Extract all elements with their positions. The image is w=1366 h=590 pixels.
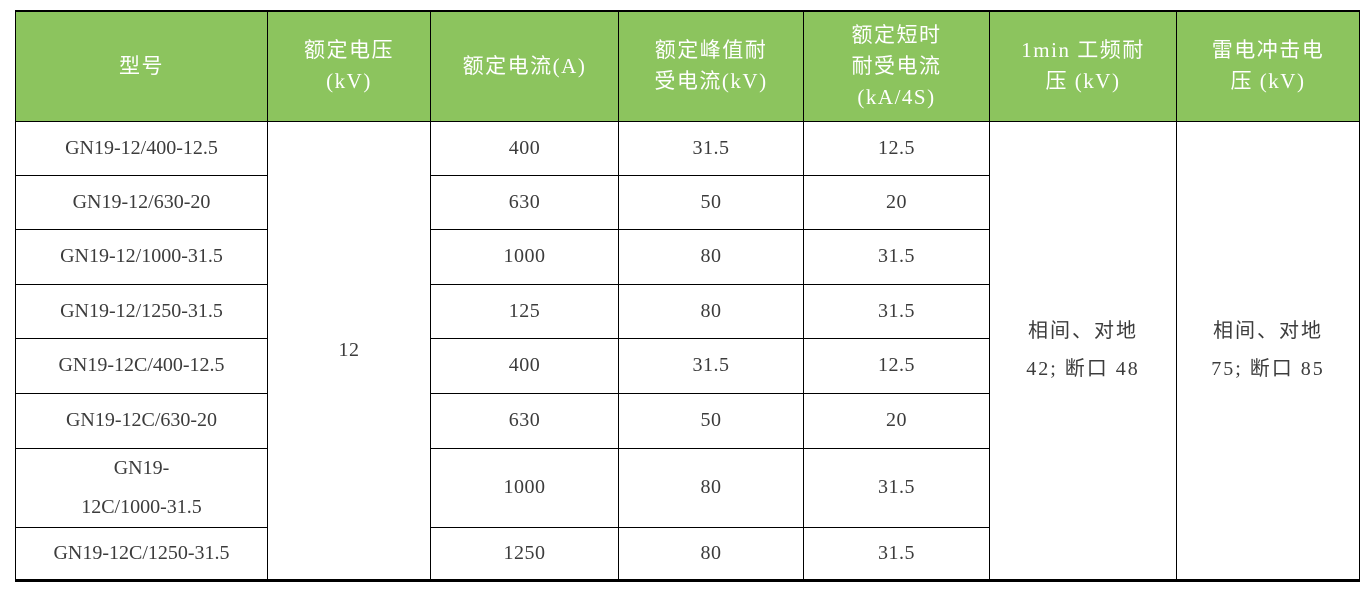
cell-rated-current: 125 [430, 283, 619, 339]
text-line: 额定短时 [851, 22, 942, 47]
text-line: (kV) [326, 69, 372, 94]
table-row: GN19-12/400-12.5 12 400 31.5 12.5 相间、对地 42; 断口… [15, 120, 1360, 581]
table-row: GN19- 12C/1000-31.5 1000 80 31.5 [15, 447, 1360, 528]
header-rated-voltage: 额定电压 (kV) [267, 10, 431, 122]
cell-short-time-withstand-current: 31.5 [803, 228, 990, 285]
text-line: GN19- [113, 456, 170, 479]
text-line: 耐受电流 [851, 53, 942, 78]
text-line: 型号 [119, 53, 164, 78]
cell-model: GN19- 12C/1000-31.5 [15, 447, 268, 528]
text-line: 42; 断口 48 [1026, 358, 1140, 380]
cell-short-time-withstand-current: 12.5 [803, 337, 990, 394]
table-row: GN19-12/1000-31.5 1000 80 31.5 [15, 228, 1360, 285]
cell-model: GN19-12/1250-31.5 [15, 283, 268, 339]
text-line: GN19-12C/630-20 [65, 409, 218, 431]
cell-peak-withstand-current: 31.5 [618, 337, 804, 394]
cell-peak-withstand-current: 31.5 [618, 120, 804, 176]
cell-short-time-withstand-current: 20 [803, 392, 990, 449]
cell-model: GN19-12C/630-20 [15, 392, 268, 449]
spec-table: 型号 额定电压 (kV) 额定电流(A) 额定峰值耐受电流(kV) 额定短时耐受电流 (kA… [15, 10, 1360, 582]
text-line: GN19-12/630-20 [72, 190, 211, 213]
text-line: 相间、对地 [1213, 320, 1323, 342]
cell-short-time-withstand-current: 31.5 [803, 526, 990, 581]
header-power-frequency-withstand-voltage: 1min 工频耐压 (kV) [989, 10, 1177, 122]
text-line: 压 (kV) [1045, 69, 1121, 94]
text-line: 额定峰值耐 [654, 38, 768, 63]
cell-rated-current: 400 [430, 337, 619, 394]
text-line: GN19-12/1250-31.5 [60, 299, 223, 322]
cell-rated-voltage-merged: 12 [267, 120, 431, 581]
cell-model: GN19-12C/400-12.5 [15, 337, 268, 394]
cell-short-time-withstand-current: 12.5 [803, 120, 990, 176]
header-rated-current: 额定电流(A) [430, 10, 619, 122]
cell-short-time-withstand-current: 31.5 [803, 447, 990, 528]
table-row: GN19-12C/1250-31.5 1250 80 31.5 [15, 526, 1360, 581]
spec-table-container: 型号 额定电压 (kV) 额定电流(A) 额定峰值耐受电流(kV) 额定短时耐受电流 (kA… [15, 10, 1360, 582]
header-short-time-withstand-current: 额定短时耐受电流 (kA/4S) [803, 10, 990, 122]
text-line: 压 (kV) [1230, 69, 1306, 94]
cell-peak-withstand-current: 80 [618, 526, 804, 581]
cell-rated-current: 1000 [430, 228, 619, 285]
text-line: 额定电流(A) [462, 53, 587, 78]
table-row: GN19-12C/400-12.5 400 31.5 12.5 [15, 337, 1360, 394]
text-line: GN19-12/1000-31.5 [60, 245, 223, 267]
text-line: GN19-12C/1250-31.5 [53, 541, 230, 564]
header-model: 型号 [15, 10, 268, 122]
text-line: 额定电压 [304, 38, 394, 63]
text-line: 75; 断口 85 [1211, 358, 1325, 380]
cell-peak-withstand-current: 50 [618, 174, 804, 230]
cell-peak-withstand-current: 80 [618, 447, 804, 528]
table-row: GN19-12/630-20 630 50 20 [15, 174, 1360, 230]
cell-peak-withstand-current: 80 [618, 228, 804, 285]
table-row: GN19-12/1250-31.5 125 80 31.5 [15, 283, 1360, 339]
cell-model: GN19-12C/1250-31.5 [15, 526, 268, 581]
text-line: (kA/4S) [857, 84, 936, 109]
header-lightning-impulse-voltage: 雷电冲击电压 (kV) [1176, 10, 1360, 122]
cell-short-time-withstand-current: 20 [803, 174, 990, 230]
text-line: 1min 工频耐 [1021, 38, 1145, 63]
cell-model: GN19-12/630-20 [15, 174, 268, 230]
spec-table-body: GN19-12/400-12.5 12 400 31.5 12.5 相间、对地 42; 断口… [15, 120, 1360, 581]
cell-short-time-withstand-current: 31.5 [803, 283, 990, 339]
text-line: GN19-12C/400-12.5 [58, 354, 225, 376]
header-peak-withstand-current: 额定峰值耐受电流(kV) [618, 10, 804, 122]
cell-rated-current: 1250 [430, 526, 619, 581]
cell-rated-current: 630 [430, 392, 619, 449]
text-line: 12C/1000-31.5 [81, 495, 202, 518]
header-row: 型号 额定电压 (kV) 额定电流(A) 额定峰值耐受电流(kV) 额定短时耐受电流 (kA… [15, 10, 1360, 122]
cell-rated-current: 400 [430, 120, 619, 176]
cell-rated-current: 1000 [430, 447, 619, 528]
cell-model: GN19-12/1000-31.5 [15, 228, 268, 285]
text-line: 相间、对地 [1028, 320, 1138, 342]
cell-rated-current: 630 [430, 174, 619, 230]
cell-peak-withstand-current: 80 [618, 283, 804, 339]
cell-lightning-impulse-merged: 相间、对地 75; 断口 85 [1176, 120, 1360, 581]
cell-power-frequency-withstand-merged: 相间、对地 42; 断口 48 [989, 120, 1177, 581]
cell-model: GN19-12/400-12.5 [15, 120, 268, 176]
text-line: 受电流(kV) [654, 69, 768, 94]
text-line: GN19-12/400-12.5 [65, 136, 218, 159]
table-row: GN19-12C/630-20 630 50 20 [15, 392, 1360, 449]
cell-peak-withstand-current: 50 [618, 392, 804, 449]
text-line: 雷电冲击电 [1211, 38, 1325, 63]
spec-table-header: 型号 额定电压 (kV) 额定电流(A) 额定峰值耐受电流(kV) 额定短时耐受电流 (kA… [15, 10, 1360, 122]
